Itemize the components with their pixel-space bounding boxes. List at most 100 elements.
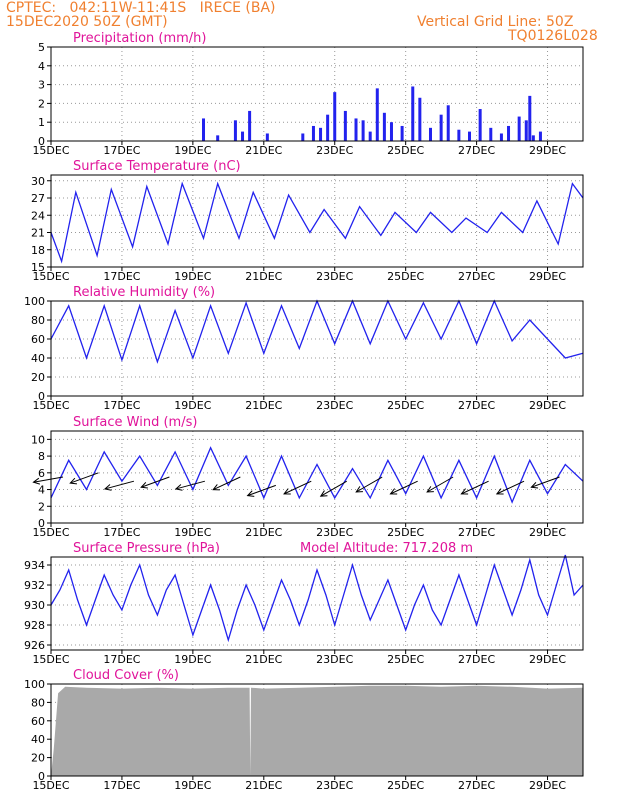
- rh-line: [50, 299, 584, 364]
- precip-bar: [428, 127, 432, 141]
- wind-vector: [175, 480, 205, 490]
- y-tick-label: 30: [31, 175, 45, 188]
- precip-bar: [531, 135, 535, 141]
- rh-panel: 0 20 40 60 80 100 15DEC 17DEC 19DEC 21DEC 23DEC 25D…: [24, 285, 584, 412]
- y-tick-label: 0: [38, 770, 45, 783]
- x-tick-label: 27DEC: [458, 779, 495, 792]
- x-tick-label: 17DEC: [103, 526, 140, 539]
- x-tick-label: 15DEC: [32, 653, 69, 666]
- precip-bar: [439, 114, 443, 141]
- pressure-panel: 926 928 930 932 934 15DEC 17DEC 19DEC 21DEC 23DEC…: [24, 541, 584, 666]
- precip-bar: [241, 131, 245, 141]
- y-tick-label: 2: [38, 97, 45, 110]
- wind-vector: [531, 476, 560, 488]
- rh-title: Relative Humidity (%): [73, 285, 215, 300]
- x-tick-label: 21DEC: [245, 779, 282, 792]
- panel-frame: [50, 300, 584, 397]
- precip-bar: [216, 135, 220, 141]
- x-tick-label: 21DEC: [245, 270, 282, 283]
- x-tick-label: 23DEC: [316, 144, 353, 157]
- wind-vector-head: [389, 488, 398, 495]
- x-tick-label: 21DEC: [245, 526, 282, 539]
- y-tick-label: 60: [31, 333, 45, 346]
- y-tick-label: 8: [38, 450, 45, 463]
- y-tick-label: 100: [24, 678, 45, 691]
- cloud-panel: 0 20 40 60 80 100 15DEC 17DEC 19DEC 21DEC 23DEC 25D…: [24, 668, 584, 792]
- y-tick-label: 3: [38, 79, 45, 92]
- precip-bar: [301, 133, 305, 141]
- precip-bar: [446, 105, 450, 141]
- x-tick-label: 15DEC: [32, 144, 69, 157]
- header-station: CPTEC: 042:11W-11:41S IRECE (BA): [6, 0, 276, 16]
- x-tick-label: 19DEC: [174, 653, 211, 666]
- wind-vector: [33, 476, 64, 483]
- x-tick-label: 23DEC: [316, 526, 353, 539]
- x-tick-label: 25DEC: [387, 779, 424, 792]
- x-tick-label: 19DEC: [174, 270, 211, 283]
- panel-frame: [50, 430, 584, 524]
- precip-bar: [400, 125, 404, 141]
- wind-title: Surface Wind (m/s): [73, 415, 197, 430]
- wind-vector: [104, 480, 135, 490]
- y-tick-label: 930: [24, 599, 45, 612]
- header-date: 15DEC2020 50Z (GMT): [6, 14, 168, 30]
- wind-panel: 0 2 4 6 8 10 15DEC 17DEC 19DEC 21DEC 23DEC 25DEC 27D…: [31, 415, 584, 539]
- x-tick-label: 25DEC: [387, 653, 424, 666]
- x-tick-label: 17DEC: [103, 270, 140, 283]
- precip-bar: [233, 120, 237, 141]
- precip-bar: [248, 110, 252, 141]
- y-tick-label: 1: [38, 116, 45, 129]
- x-tick-label: 17DEC: [103, 653, 140, 666]
- precip-bar: [361, 120, 365, 141]
- y-tick-label: 6: [38, 467, 45, 480]
- precip-bar: [343, 110, 347, 141]
- x-tick-label: 23DEC: [316, 653, 353, 666]
- wind-vector-head: [530, 482, 539, 489]
- wind-vector: [247, 484, 276, 497]
- header-grid-line: Vertical Grid Line: 50Z: [417, 14, 574, 30]
- y-tick-label: 15: [31, 261, 45, 274]
- x-tick-label: 25DEC: [387, 270, 424, 283]
- panel-frame: [50, 556, 584, 651]
- x-tick-label: 23DEC: [316, 270, 353, 283]
- wind-vector-head: [32, 477, 41, 485]
- x-tick-label: 27DEC: [458, 144, 495, 157]
- y-tick-label: 40: [31, 352, 45, 365]
- wind-vector-head: [460, 488, 469, 495]
- x-tick-label: 27DEC: [458, 526, 495, 539]
- y-tick-label: 0: [38, 135, 45, 148]
- precip-bar: [411, 86, 415, 141]
- precip-bar: [517, 116, 521, 141]
- x-tick-label: 25DEC: [387, 526, 424, 539]
- x-tick-label: 29DEC: [529, 270, 566, 283]
- precip-bar: [265, 133, 269, 141]
- precip-bar: [354, 118, 358, 141]
- x-tick-label: 29DEC: [529, 653, 566, 666]
- y-tick-label: 21: [31, 227, 45, 240]
- y-tick-label: 5: [38, 41, 45, 54]
- wind-vector-head: [140, 482, 148, 489]
- precip-bar: [457, 129, 461, 141]
- x-tick-label: 21DEC: [245, 399, 282, 412]
- x-tick-label: 25DEC: [387, 144, 424, 157]
- x-tick-label: 23DEC: [316, 779, 353, 792]
- y-tick-label: 18: [31, 244, 45, 257]
- wind-vector: [283, 480, 312, 495]
- wind-vector-head: [355, 486, 363, 493]
- x-tick-label: 21DEC: [245, 144, 282, 157]
- y-tick-label: 4: [38, 60, 45, 73]
- pressure-subtitle: Model Altitude: 717.208 m: [300, 541, 473, 556]
- wind-vector: [461, 480, 489, 495]
- precip-bar: [478, 109, 482, 141]
- precip-bar: [311, 125, 315, 141]
- x-tick-label: 19DEC: [174, 779, 211, 792]
- x-tick-label: 15DEC: [32, 779, 69, 792]
- y-tick-label: 932: [24, 579, 45, 592]
- x-tick-label: 17DEC: [103, 399, 140, 412]
- precip-bar: [326, 114, 330, 141]
- temp-title: Surface Temperature (nC): [73, 159, 241, 174]
- y-tick-label: 934: [24, 559, 45, 572]
- y-tick-label: 80: [31, 696, 45, 709]
- wind-vector: [390, 480, 418, 495]
